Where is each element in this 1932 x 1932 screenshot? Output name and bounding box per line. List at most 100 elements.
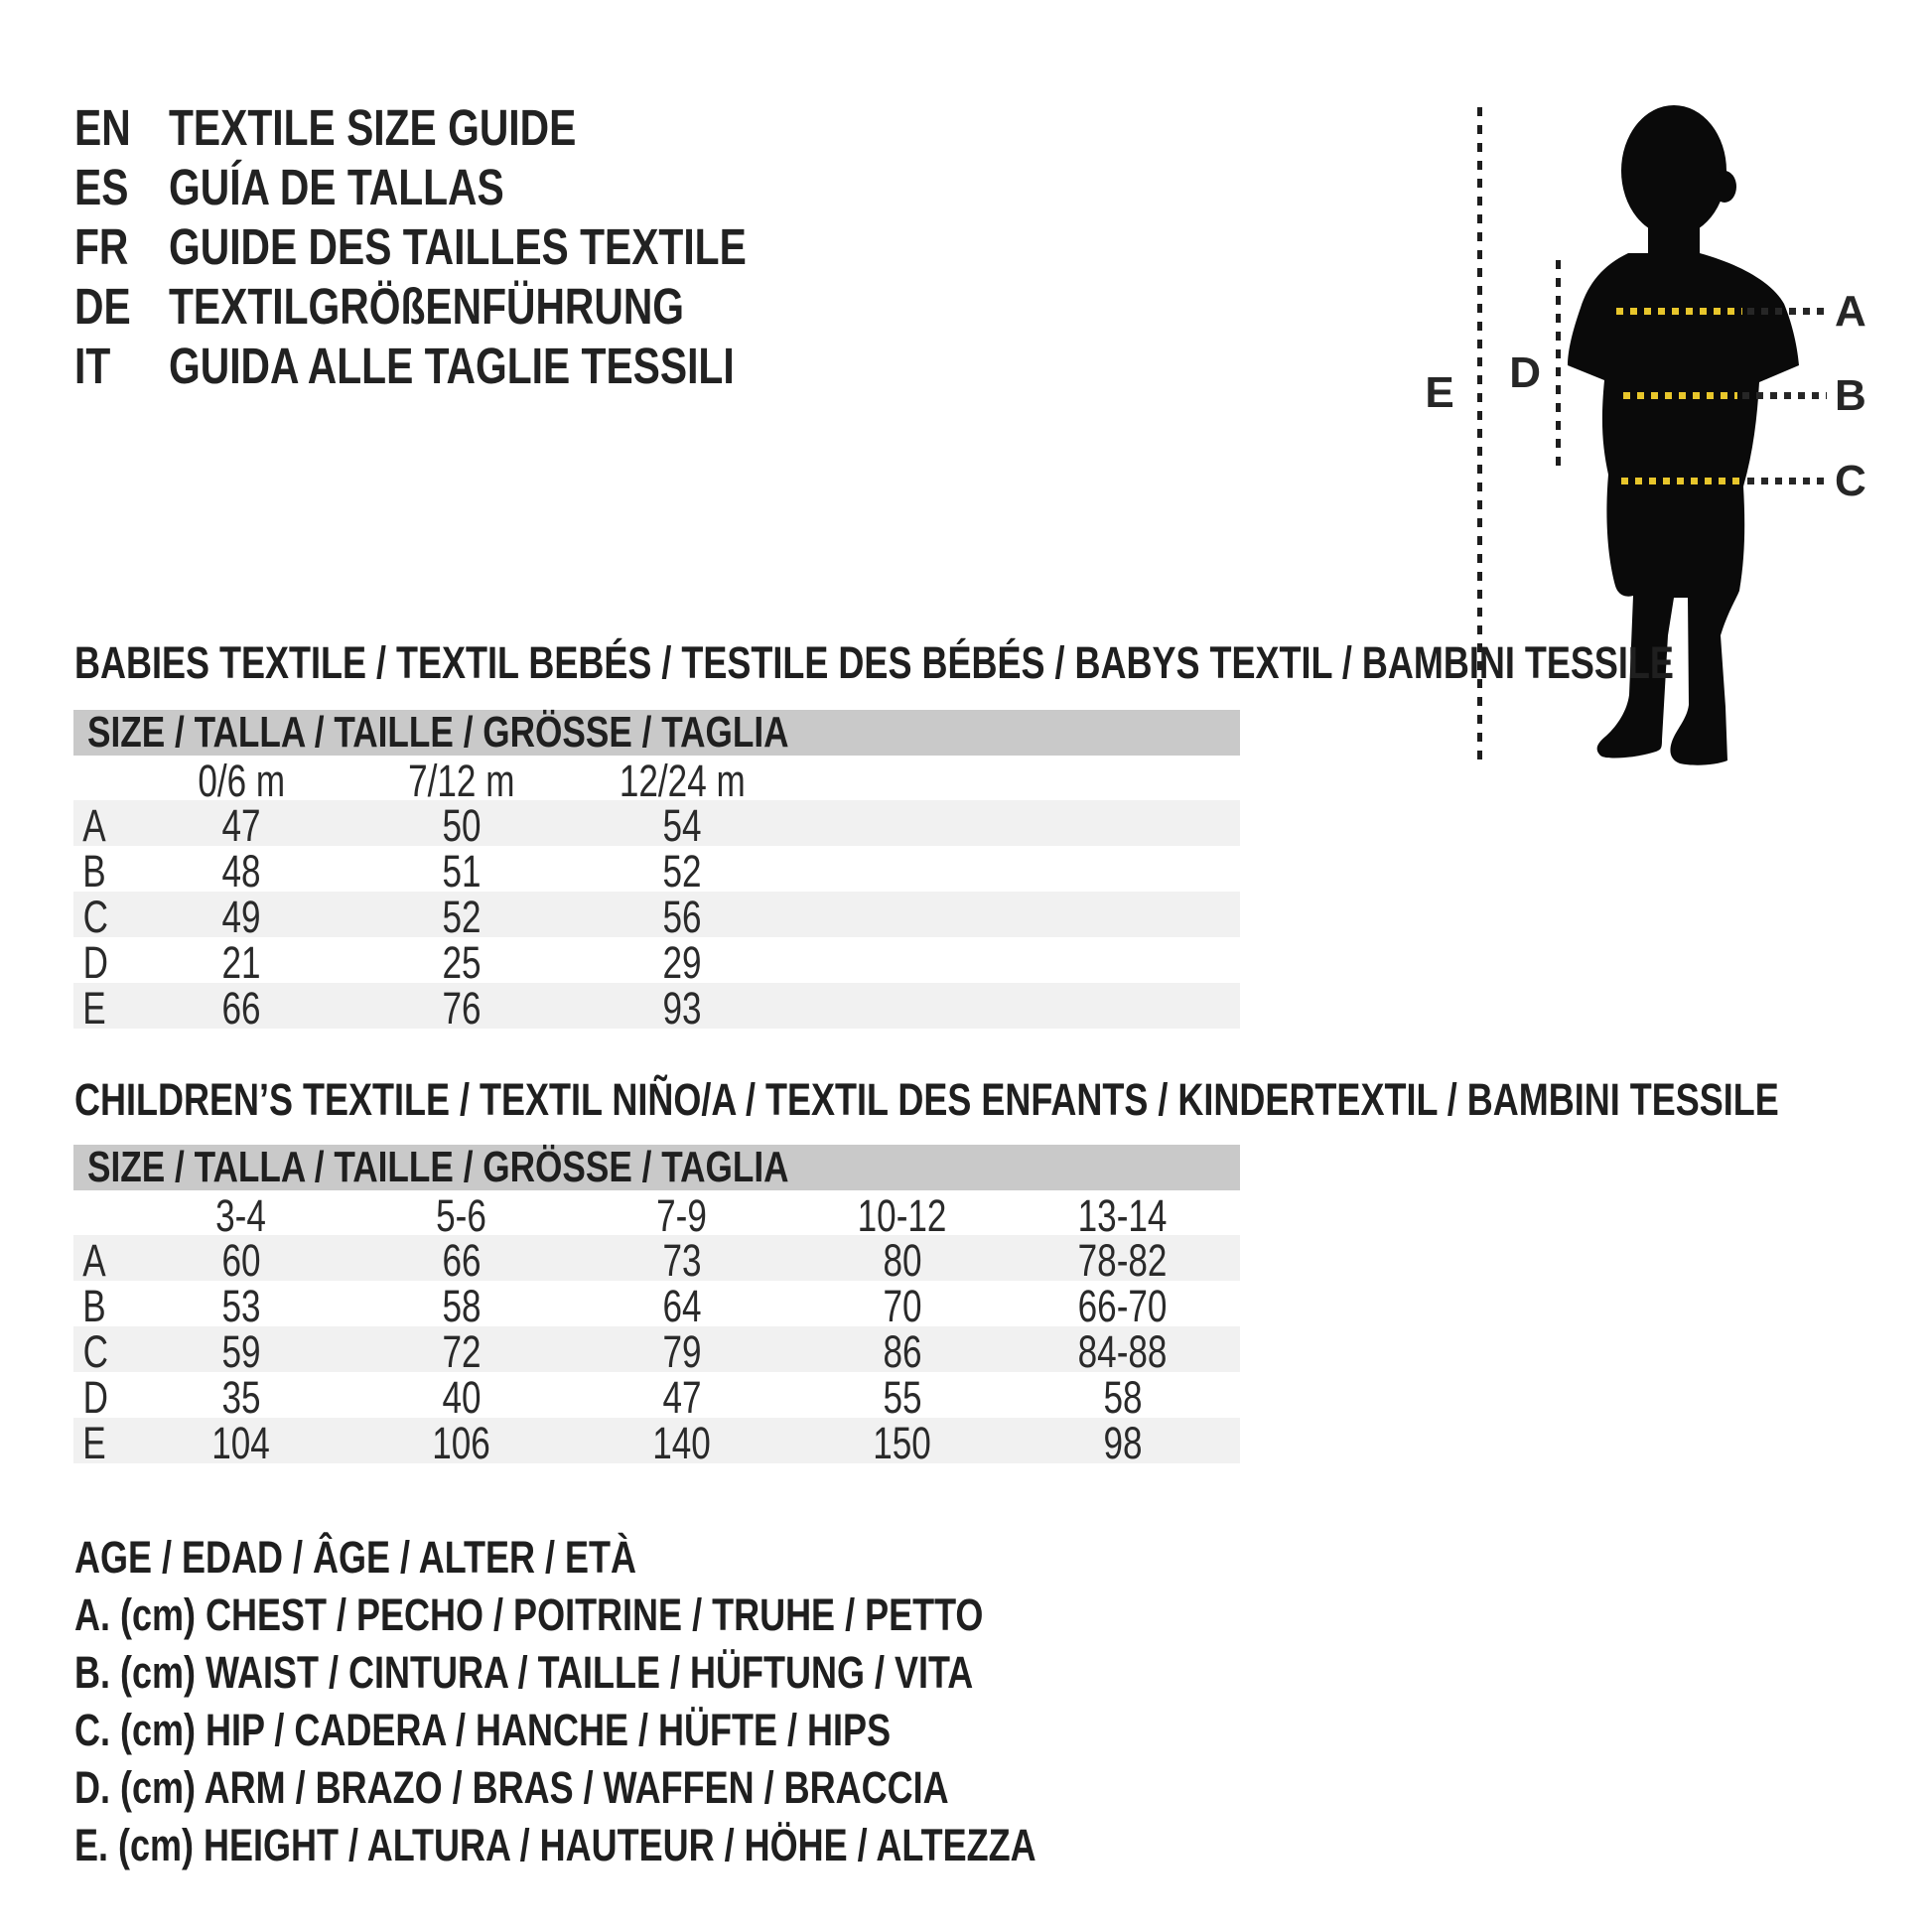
lang-code-it: IT	[74, 337, 111, 394]
child-neck-shape	[1648, 213, 1700, 263]
table-row-d: D 21 25 29	[73, 937, 1240, 988]
row-label: E	[82, 1418, 106, 1468]
measure-label-d: D	[1509, 348, 1541, 397]
column-header: 5-6	[436, 1190, 487, 1241]
children-size-table: 3-4 5-6 7-9 10-12 13-14 A 60 66 73 80 78-82 B 53 58 64…	[73, 1190, 1240, 1468]
table-row-b: B 53 58 64 70 66-70	[73, 1281, 1240, 1331]
child-ear-shape	[1713, 171, 1736, 203]
value-cell: 25	[442, 937, 482, 988]
legend-line-hip: C. (cm) HIP / CADERA / HANCHE / HÜFTE / …	[74, 1705, 892, 1755]
value-cell: 58	[1103, 1372, 1143, 1423]
value-cell: 21	[221, 937, 261, 988]
children-section-heading: CHILDREN’S TEXTILE / TEXTIL NIÑO/A / TEX…	[74, 1074, 1779, 1125]
lang-code-fr: FR	[74, 217, 129, 275]
value-cell: 48	[221, 846, 261, 897]
child-head-shape	[1621, 105, 1726, 236]
height-measure-line-e	[1477, 107, 1482, 762]
column-header: 13-14	[1078, 1190, 1168, 1241]
value-cell: 55	[883, 1372, 922, 1423]
hip-measure-line-yellow	[1621, 478, 1744, 484]
chest-measure-line-yellow	[1616, 308, 1742, 315]
value-cell: 56	[662, 892, 702, 942]
value-cell: 80	[883, 1235, 922, 1286]
value-cell: 66-70	[1078, 1281, 1168, 1331]
chest-measure-line-black	[1747, 308, 1827, 315]
column-header: 10-12	[858, 1190, 947, 1241]
lang-title-en: TEXTILE SIZE GUIDE	[169, 98, 577, 156]
table-row-b: B 48 51 52	[73, 846, 1240, 897]
value-cell: 53	[221, 1281, 261, 1331]
value-cell: 64	[662, 1281, 702, 1331]
arm-measure-line-d	[1556, 260, 1561, 470]
table-row-c: C 49 52 56	[73, 892, 1240, 942]
table-header-row: 3-4 5-6 7-9 10-12 13-14	[73, 1190, 1240, 1241]
row-label: A	[82, 1235, 106, 1286]
value-cell: 40	[442, 1372, 482, 1423]
babies-size-table: 0/6 m 7/12 m 12/24 m A 47 50 54 B 48 51 52 C 49 52 56 D…	[73, 756, 1240, 1034]
legend-line-chest: A. (cm) CHEST / PECHO / POITRINE / TRUHE…	[74, 1589, 984, 1640]
value-cell: 84-88	[1078, 1326, 1168, 1377]
measurement-legend: AGE / EDAD / ÂGE / ALTER / ETÀ A. (cm) C…	[74, 1529, 1277, 1874]
table-row-a: A 60 66 73 80 78-82	[73, 1235, 1240, 1286]
lang-title-fr: GUIDE DES TAILLES TEXTILE	[169, 217, 747, 275]
value-cell: 76	[442, 983, 482, 1034]
lang-title-it: GUIDA ALLE TAGLIE TESSILI	[169, 337, 735, 394]
child-silhouette-figure	[1568, 105, 1799, 765]
lang-row-es: ES GUÍA DE TALLAS	[74, 157, 891, 216]
value-cell: 60	[221, 1235, 261, 1286]
legend-line-arm: D. (cm) ARM / BRAZO / BRAS / WAFFEN / BR…	[74, 1762, 949, 1813]
column-header: 7/12 m	[408, 756, 515, 806]
children-size-bar: SIZE / TALLA / TAILLE / GRÖSSE / TAGLIA	[73, 1143, 1240, 1191]
lang-code-en: EN	[74, 98, 131, 156]
waist-measure-line-yellow	[1623, 392, 1737, 399]
value-cell: 72	[442, 1326, 482, 1377]
row-label: A	[82, 800, 106, 851]
value-cell: 49	[221, 892, 261, 942]
lang-row-en: EN TEXTILE SIZE GUIDE	[74, 97, 891, 157]
value-cell: 54	[662, 800, 702, 851]
value-cell: 98	[1103, 1418, 1143, 1468]
table-row-e: E 66 76 93	[73, 983, 1240, 1034]
row-label: D	[82, 937, 108, 988]
lang-title-de: TEXTILGRÖßENFÜHRUNG	[169, 277, 685, 335]
row-label: C	[82, 892, 108, 942]
lang-code-es: ES	[74, 158, 129, 215]
value-cell: 93	[662, 983, 702, 1034]
value-cell: 47	[221, 800, 261, 851]
measure-label-b: B	[1835, 371, 1866, 420]
value-cell: 47	[662, 1372, 702, 1423]
value-cell: 79	[662, 1326, 702, 1377]
column-header: 12/24 m	[619, 756, 746, 806]
value-cell: 66	[221, 983, 261, 1034]
row-label: E	[82, 983, 106, 1034]
row-label: B	[82, 1281, 106, 1331]
hip-measure-line-black	[1747, 478, 1827, 484]
value-cell: 29	[662, 937, 702, 988]
table-row-c: C 59 72 79 86 84-88	[73, 1326, 1240, 1377]
value-cell: 70	[883, 1281, 922, 1331]
row-label: C	[82, 1326, 108, 1377]
value-cell: 58	[442, 1281, 482, 1331]
value-cell: 86	[883, 1326, 922, 1377]
value-cell: 52	[442, 892, 482, 942]
value-cell: 73	[662, 1235, 702, 1286]
lang-row-it: IT GUIDA ALLE TAGLIE TESSILI	[74, 336, 891, 395]
table-header-row: 0/6 m 7/12 m 12/24 m	[73, 756, 1240, 806]
value-cell: 66	[442, 1235, 482, 1286]
value-cell: 35	[221, 1372, 261, 1423]
table-row-d: D 35 40 47 55 58	[73, 1372, 1240, 1423]
waist-measure-line-black	[1742, 392, 1827, 399]
value-cell: 59	[221, 1326, 261, 1377]
measure-label-a: A	[1835, 287, 1866, 336]
value-cell: 78-82	[1078, 1235, 1168, 1286]
value-cell: 51	[442, 846, 482, 897]
table-row-e: E 104 106 140 150 98	[73, 1418, 1240, 1468]
measure-label-e: E	[1425, 368, 1454, 417]
language-header: EN TEXTILE SIZE GUIDE ES GUÍA DE TALLAS …	[74, 97, 891, 395]
lang-title-es: GUÍA DE TALLAS	[169, 158, 504, 215]
babies-size-bar: SIZE / TALLA / TAILLE / GRÖSSE / TAGLIA	[73, 708, 1240, 757]
value-cell: 140	[652, 1418, 712, 1468]
lang-row-fr: FR GUIDE DES TAILLES TEXTILE	[74, 216, 891, 276]
babies-section-heading: BABIES TEXTILE / TEXTIL BEBÉS / TESTILE …	[74, 637, 1674, 688]
